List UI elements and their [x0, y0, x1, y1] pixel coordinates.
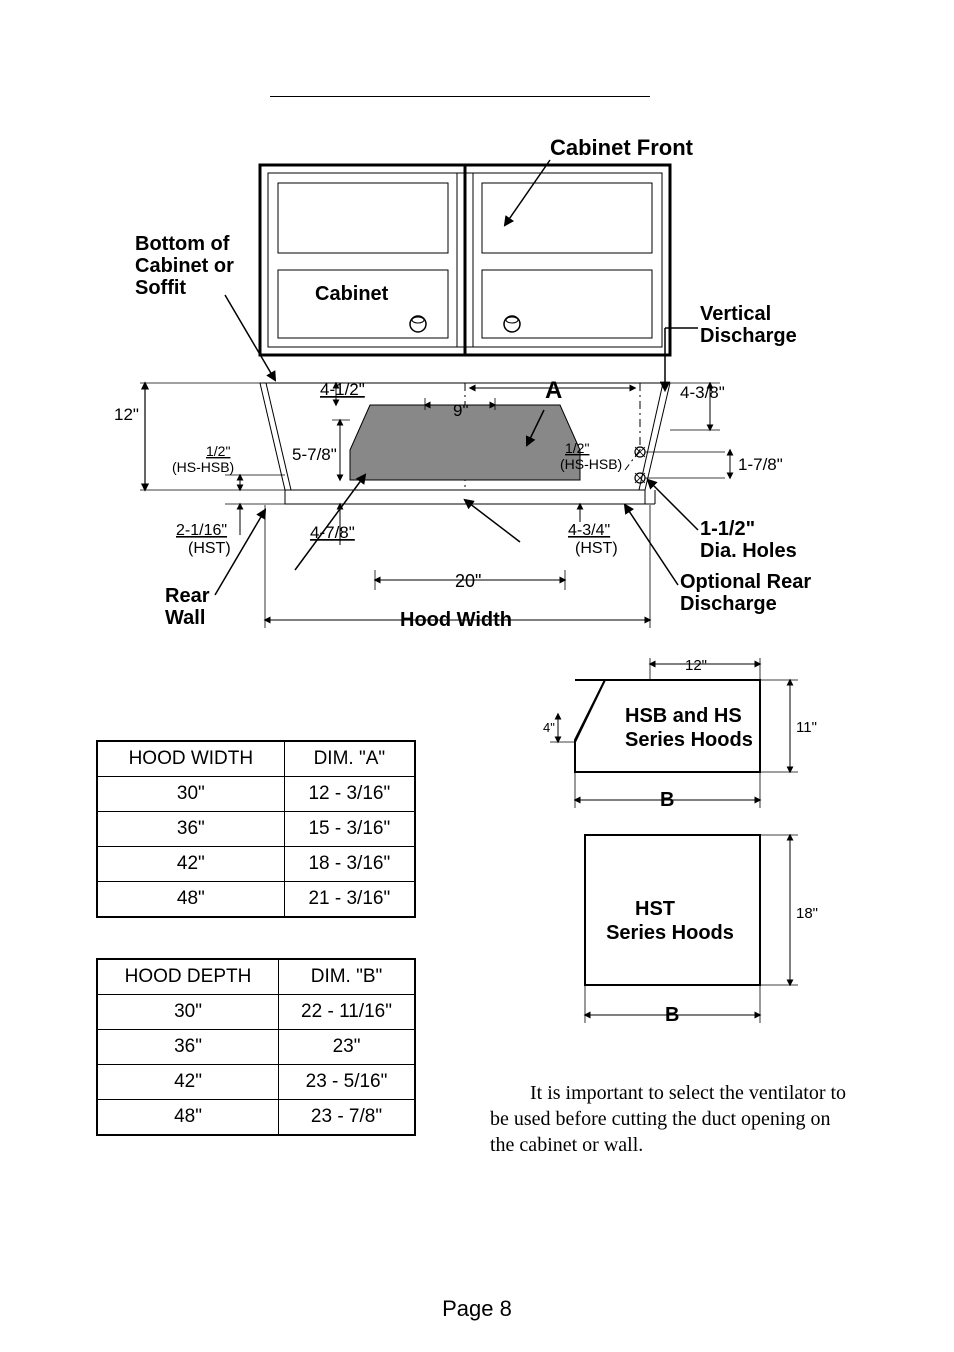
label-rear2: Wall: [165, 607, 205, 629]
hs-hsb-l: (HS-HSB): [172, 459, 234, 475]
table-cell: 22 - 11/16": [279, 995, 415, 1030]
dim-A: A: [545, 377, 562, 404]
table-cell: 36": [97, 1030, 279, 1065]
side-profile-diagrams: HSB and HS Series Hoods 12" 11" 4" B HST…: [480, 640, 870, 1060]
dimension-tables: HOOD WIDTH DIM. "A" 30"12 - 3/16" 36"15 …: [96, 740, 416, 1176]
dim-4-3-4: 4-3/4": [568, 522, 610, 539]
dim-4-7-8: 4-7/8": [310, 523, 355, 542]
label-cabinet-front: Cabinet Front: [550, 135, 694, 160]
table-cell: 30": [97, 777, 284, 812]
label-cabinet: Cabinet: [315, 283, 389, 305]
hst-1: HST: [635, 898, 675, 920]
dim-1-2-r: 1/2": [565, 440, 589, 456]
tableB-h2: DIM. "B": [279, 959, 415, 995]
hsb-hs-2: Series Hoods: [625, 729, 753, 751]
dim-1-2-l: 1/2": [206, 443, 230, 459]
page-number: Page 8: [0, 1296, 954, 1322]
hst-l: (HST): [188, 540, 231, 557]
dim-12: 12": [114, 405, 139, 424]
table-cell: 48": [97, 882, 284, 918]
tableA-h2: DIM. "A": [284, 741, 415, 777]
table-cell: 30": [97, 995, 279, 1030]
table-cell: 36": [97, 812, 284, 847]
rd-B1: B: [660, 789, 674, 811]
label-rear1: Rear: [165, 585, 210, 607]
note-text: It is important to select the ventilator…: [490, 1082, 846, 1156]
rd-18: 18": [796, 905, 818, 922]
dim-20: 20": [455, 571, 481, 591]
main-diagram: Cabinet Front Bottom of Cabinet or Soffi…: [70, 110, 890, 630]
table-cell: 18 - 3/16": [284, 847, 415, 882]
dim-1-7-8: 1-7/8": [738, 455, 783, 474]
rd-4: 4": [543, 720, 555, 735]
table-hood-depth: HOOD DEPTH DIM. "B" 30"22 - 11/16" 36"23…: [96, 958, 416, 1136]
dim-2-1-16: 2-1/16": [176, 522, 227, 539]
table-cell: 42": [97, 1065, 279, 1100]
label-ord1: Optional Rear: [680, 571, 811, 593]
hsb-hs-1: HSB and HS: [625, 705, 742, 727]
table-hood-width: HOOD WIDTH DIM. "A" 30"12 - 3/16" 36"15 …: [96, 740, 416, 918]
dia-holes1: 1-1/2": [700, 518, 755, 540]
table-cell: 23": [279, 1030, 415, 1065]
hs-hsb-r: (HS-HSB): [560, 456, 622, 472]
table-cell: 23 - 7/8": [279, 1100, 415, 1136]
table-cell: 42": [97, 847, 284, 882]
rd-12: 12": [685, 657, 707, 674]
table-cell: 21 - 3/16": [284, 882, 415, 918]
label-bottom1: Bottom of: [135, 233, 230, 255]
table-cell: 48": [97, 1100, 279, 1136]
tableB-h1: HOOD DEPTH: [97, 959, 279, 995]
ventilator-note: It is important to select the ventilator…: [490, 1080, 850, 1158]
top-rule: [270, 96, 650, 97]
dim-9: 9": [453, 401, 469, 420]
table-cell: 12 - 3/16": [284, 777, 415, 812]
rd-B2: B: [665, 1004, 679, 1026]
dim-4-1-2: 4-1/2": [320, 380, 365, 399]
rd-11: 11": [796, 719, 817, 736]
label-ord2: Discharge: [680, 593, 777, 615]
label-bottom3: Soffit: [135, 277, 186, 299]
hst-2: Series Hoods: [606, 922, 734, 944]
label-vd1: Vertical: [700, 303, 771, 325]
label-vd2: Discharge: [700, 325, 797, 347]
table-cell: 23 - 5/16": [279, 1065, 415, 1100]
dim-hood-width: Hood Width: [400, 609, 512, 630]
dim-5-7-8: 5-7/8": [292, 445, 337, 464]
table-cell: 15 - 3/16": [284, 812, 415, 847]
hst-r: (HST): [575, 540, 618, 557]
tableA-h1: HOOD WIDTH: [97, 741, 284, 777]
dia-holes2: Dia. Holes: [700, 540, 797, 562]
label-bottom2: Cabinet or: [135, 255, 234, 277]
dim-4-3-8: 4-3/8": [680, 383, 725, 402]
